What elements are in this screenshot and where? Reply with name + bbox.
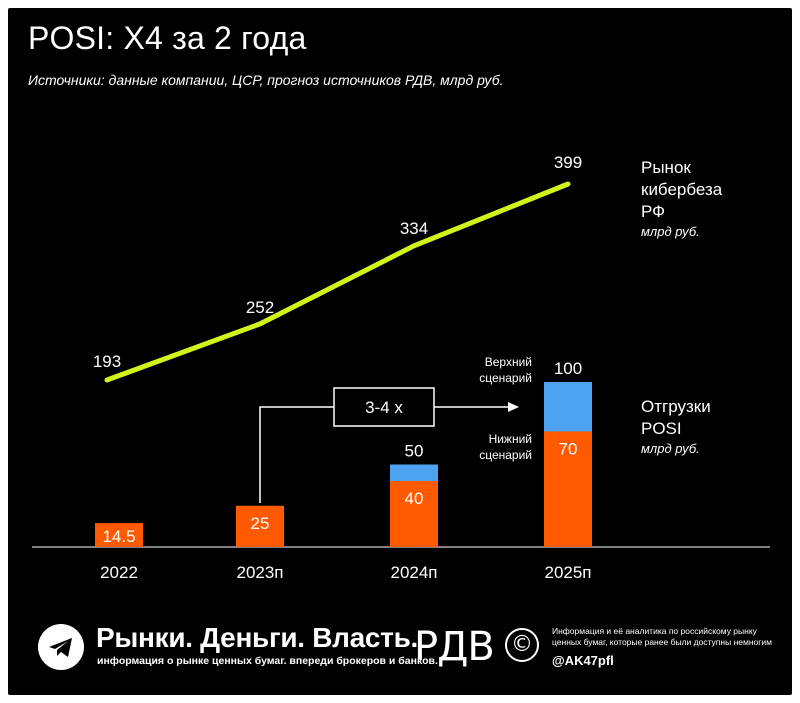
market-legend-name: Рынок кибербеза РФ: [641, 158, 723, 221]
line-group: 193 252 334 399: [93, 153, 582, 383]
copyright-icon: ©: [505, 628, 539, 662]
bar-upper-2: [390, 464, 438, 481]
market-legend-unit: млрд руб.: [641, 224, 700, 239]
x-tick-label-3: 2025п: [544, 563, 591, 582]
footer-info: Информация и её аналитика по российскому…: [552, 626, 772, 647]
page-title: POSI: X4 за 2 года: [28, 20, 307, 56]
rdv-logo: РДВ: [414, 624, 495, 670]
chart-subtitle: Источники: данные компании, ЦСР, прогноз…: [28, 72, 504, 88]
bar-base-0: [95, 523, 143, 547]
arrow-path: [259, 406, 510, 503]
bar-label-2: 40: [405, 489, 424, 508]
x-tick-label-2: 2024п: [390, 563, 437, 582]
bars-group: 14.5 25 50 40 100 70: [95, 359, 592, 547]
shipments-legend: Отгрузки POSI млрд руб.: [641, 396, 711, 458]
bar-upper-3: [544, 382, 592, 432]
bar-label-3: 70: [559, 440, 578, 459]
shipments-legend-unit: млрд руб.: [641, 441, 700, 456]
line-label-3: 399: [554, 153, 582, 172]
growth-arrow: 3-4 x: [259, 387, 519, 503]
telegram-icon[interactable]: [38, 624, 84, 670]
bar-base-2: [390, 481, 438, 547]
bar-total-label-2: 50: [405, 442, 424, 461]
bar-label-1: 25: [251, 514, 270, 533]
annotation-box: [333, 387, 435, 427]
shipments-legend-name: Отгрузки POSI: [641, 397, 711, 438]
bar-label-0: 14.5: [102, 527, 135, 546]
lower-scenario-label: Нижний сценарий: [479, 432, 532, 462]
bar-base-3: [544, 431, 592, 547]
footer-handle[interactable]: @AK47pfl: [552, 653, 614, 668]
line-label-1: 252: [246, 298, 274, 317]
upper-scenario-label: Верхний сценарий: [479, 355, 532, 385]
line-label-2: 334: [400, 219, 428, 238]
market-line: [104, 181, 571, 383]
annotation-text: 3-4 x: [365, 398, 403, 417]
line-label-0: 193: [93, 352, 121, 371]
brand-name: Рынки. Деньги. Власть.: [96, 622, 418, 653]
market-legend: Рынок кибербеза РФ млрд руб.: [641, 157, 722, 241]
arrow-head: [508, 402, 519, 412]
brand-tagline: информация о рынке ценных бумаг. впереди…: [97, 655, 438, 667]
bar-total-label-3: 100: [554, 359, 582, 378]
chart-card: [8, 8, 792, 695]
x-tick-label-0: 2022: [100, 563, 138, 582]
bar-base-1: [236, 505, 284, 547]
x-tick-label-1: 2023п: [236, 563, 283, 582]
x-ticks-group: 2022 2023п 2024п 2025п: [100, 563, 591, 582]
